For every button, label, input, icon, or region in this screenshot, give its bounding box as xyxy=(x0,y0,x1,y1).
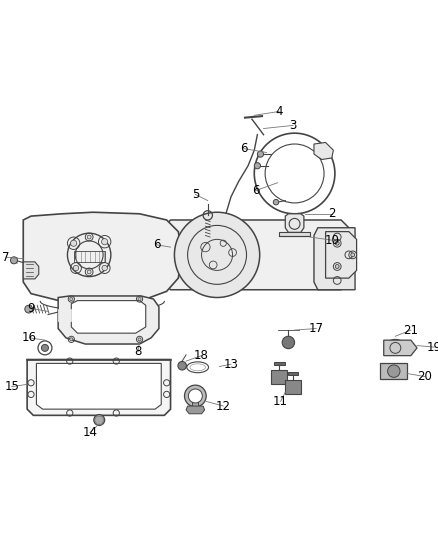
Polygon shape xyxy=(285,379,301,394)
Circle shape xyxy=(71,240,77,246)
Polygon shape xyxy=(71,301,146,333)
Text: 3: 3 xyxy=(290,119,297,132)
Circle shape xyxy=(138,297,141,301)
Polygon shape xyxy=(27,360,170,415)
Text: 4: 4 xyxy=(276,105,283,118)
Circle shape xyxy=(184,385,206,407)
Polygon shape xyxy=(186,406,205,414)
Circle shape xyxy=(73,265,79,271)
Circle shape xyxy=(42,344,49,351)
Polygon shape xyxy=(314,142,333,159)
Text: 14: 14 xyxy=(82,426,97,439)
Polygon shape xyxy=(274,362,285,365)
Polygon shape xyxy=(58,309,71,321)
Text: 13: 13 xyxy=(223,358,238,370)
Circle shape xyxy=(70,297,73,301)
Polygon shape xyxy=(380,364,407,379)
Text: 12: 12 xyxy=(216,400,231,413)
Circle shape xyxy=(335,241,339,245)
Text: 18: 18 xyxy=(194,349,209,362)
Circle shape xyxy=(87,270,91,274)
Polygon shape xyxy=(279,232,310,236)
Text: 19: 19 xyxy=(427,341,438,353)
Text: 16: 16 xyxy=(22,332,37,344)
Text: 5: 5 xyxy=(192,188,199,201)
Circle shape xyxy=(138,338,141,341)
Circle shape xyxy=(388,365,400,377)
Text: 9: 9 xyxy=(27,302,35,315)
Text: 8: 8 xyxy=(134,345,141,358)
Polygon shape xyxy=(325,232,357,278)
Circle shape xyxy=(70,338,73,341)
Text: 20: 20 xyxy=(417,370,432,383)
Polygon shape xyxy=(192,396,198,406)
Text: 10: 10 xyxy=(325,233,339,247)
Text: 21: 21 xyxy=(403,324,418,336)
Text: 15: 15 xyxy=(4,380,19,393)
Polygon shape xyxy=(285,214,304,232)
Polygon shape xyxy=(163,220,349,290)
Polygon shape xyxy=(23,212,182,303)
Circle shape xyxy=(87,235,91,239)
Circle shape xyxy=(335,264,339,269)
Polygon shape xyxy=(271,369,287,384)
Polygon shape xyxy=(36,364,161,409)
Circle shape xyxy=(188,389,202,403)
Text: 6: 6 xyxy=(252,184,260,197)
Circle shape xyxy=(254,163,261,169)
Circle shape xyxy=(102,265,107,271)
Circle shape xyxy=(11,257,18,264)
Circle shape xyxy=(273,199,279,205)
Polygon shape xyxy=(23,262,39,279)
Text: 2: 2 xyxy=(328,207,336,220)
Circle shape xyxy=(282,336,295,349)
Circle shape xyxy=(351,253,355,257)
Text: 11: 11 xyxy=(273,395,288,408)
Polygon shape xyxy=(288,372,298,375)
Polygon shape xyxy=(58,296,159,344)
Text: 7: 7 xyxy=(3,251,10,264)
Text: 6: 6 xyxy=(240,142,248,155)
Circle shape xyxy=(102,239,108,245)
Text: 6: 6 xyxy=(153,238,160,251)
Circle shape xyxy=(25,305,32,313)
Polygon shape xyxy=(384,340,417,356)
Circle shape xyxy=(94,415,105,425)
Polygon shape xyxy=(314,228,355,290)
Circle shape xyxy=(178,361,187,370)
Circle shape xyxy=(258,151,264,157)
Circle shape xyxy=(174,212,260,297)
Text: 17: 17 xyxy=(309,322,324,335)
